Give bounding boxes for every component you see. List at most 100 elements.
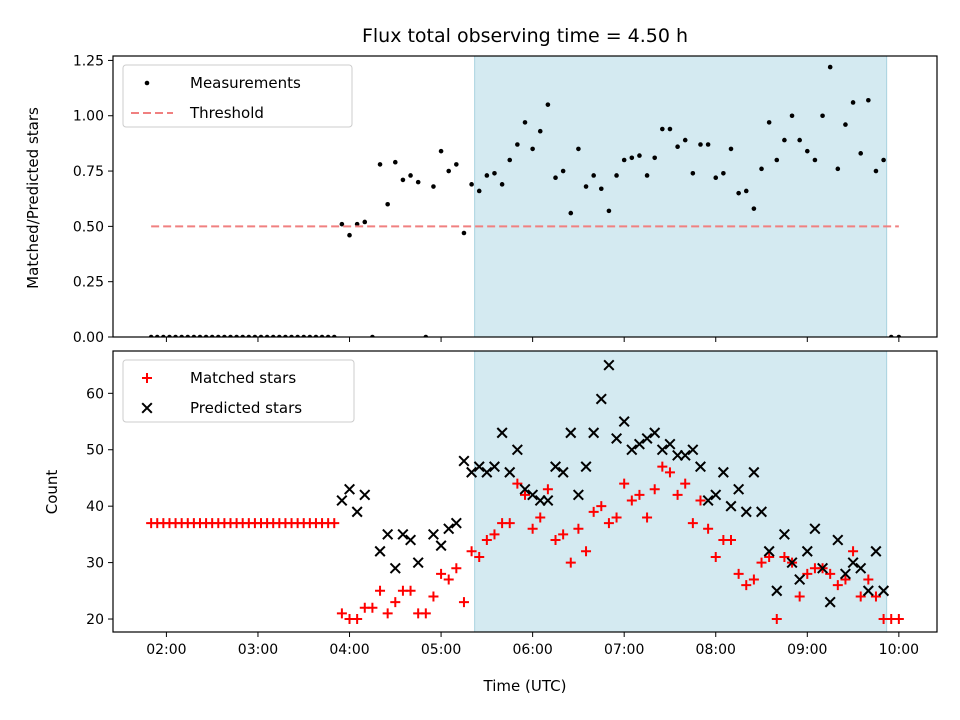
matched-stars-point [802, 568, 813, 579]
measurement-point [499, 182, 505, 187]
matched-stars-point [664, 467, 675, 478]
measurement-point [690, 170, 696, 176]
matched-stars-point [893, 614, 904, 625]
predicted-stars-point [374, 545, 386, 557]
measurement-point [774, 157, 780, 163]
matched-stars-point [405, 585, 416, 596]
predicted-stars-point [527, 489, 539, 501]
predicted-stars-point [557, 466, 569, 478]
matched-stars-point [626, 495, 637, 506]
x-tick-label: 03:00 [238, 642, 278, 658]
measurement-point [522, 120, 528, 125]
measurement-point [560, 168, 566, 174]
legend-label: Matched stars [190, 369, 296, 387]
y-tick-label: 0.25 [73, 275, 104, 291]
matched-stars-point [703, 523, 714, 534]
legend-label: Measurements [190, 74, 301, 92]
observing-time-span [474, 350, 888, 633]
matched-stars-point [611, 512, 622, 523]
matched-stars-point [542, 484, 553, 495]
measurement-point [675, 144, 680, 150]
measurement-point [553, 175, 558, 180]
predicted-stars-point [733, 483, 745, 495]
predicted-stars-point [756, 506, 768, 518]
matched-stars-point [367, 602, 378, 613]
predicted-stars-point [488, 461, 500, 473]
measurement-point [766, 120, 772, 125]
measurement-point [576, 146, 581, 152]
predicted-stars-point [580, 461, 592, 473]
matched-stars-point [527, 523, 538, 534]
matched-stars-point [390, 597, 401, 608]
predicted-stars-point [496, 427, 508, 439]
axes-frame [112, 55, 938, 338]
predicted-stars-point [466, 466, 478, 478]
y-tick-label: 1.00 [73, 109, 104, 125]
measurement-point [408, 173, 413, 178]
measurement-point [713, 175, 719, 180]
predicted-stars-point [595, 393, 607, 405]
measurement-point [858, 151, 864, 156]
matched-stars-point [649, 484, 660, 495]
measurement-point [507, 157, 513, 163]
matched-stars-point [581, 546, 592, 557]
predicted-stars-point [679, 449, 691, 461]
measurement-point [606, 208, 612, 214]
matched-stars-point [565, 557, 576, 568]
x-tick-label: 05:00 [421, 642, 461, 658]
y-tick-label: 60 [86, 386, 104, 402]
legend-marker [142, 373, 152, 383]
predicted-stars-point [824, 596, 836, 608]
measurement-point [881, 157, 886, 163]
bottom-y-axis-label: Count [43, 470, 61, 515]
matched-stars-point [352, 614, 363, 625]
x-tick-label: 07:00 [604, 642, 644, 658]
predicted-stars-point [603, 359, 615, 371]
matched-stars-point [550, 535, 561, 546]
matched-stars-point [558, 529, 569, 540]
measurement-point [743, 188, 749, 194]
matched-stars-point [481, 535, 492, 546]
matched-stars-point [588, 506, 599, 517]
measurement-point [644, 173, 650, 178]
predicted-stars-point [687, 444, 699, 456]
matched-stars-point [771, 614, 782, 625]
legend-marker [141, 402, 153, 414]
matched-stars-point [504, 518, 515, 529]
measurement-point [652, 155, 658, 161]
predicted-stars-point [611, 432, 623, 444]
predicted-stars-point [588, 427, 600, 439]
measurement-point [751, 206, 757, 211]
predicted-stars-point [847, 557, 859, 569]
matched-stars-point [535, 512, 546, 523]
measurement-point [400, 177, 406, 183]
matched-stars-point [855, 591, 866, 602]
predicted-stars-point [450, 517, 462, 529]
measurement-point [873, 168, 879, 174]
x-tick-label: 04:00 [329, 642, 369, 658]
predicted-stars-point [565, 427, 577, 439]
predicted-stars-point [633, 438, 645, 450]
y-tick-label: 0.75 [73, 164, 104, 180]
measurement-point [629, 155, 635, 161]
matched-stars-point [726, 535, 736, 546]
matched-stars-point [779, 551, 790, 562]
predicted-stars-point [519, 483, 531, 495]
legend-label: Predicted stars [190, 399, 302, 417]
measurement-point [530, 146, 535, 152]
y-tick-label: 0.50 [73, 219, 104, 235]
y-tick-label: 30 [86, 556, 104, 572]
measurement-point [789, 113, 795, 119]
matched-stars-point [436, 568, 447, 579]
matched-stars-point [451, 563, 462, 574]
measurement-point [843, 122, 848, 127]
measurement-point [438, 148, 444, 154]
x-tick-label: 09:00 [787, 642, 827, 658]
measurement-point [721, 170, 726, 176]
predicted-stars-point [694, 461, 706, 473]
matched-stars-point [375, 585, 386, 596]
predicted-stars-point [382, 528, 394, 540]
measurement-point [476, 188, 482, 194]
x-axis-label: Time (UTC) [483, 677, 567, 695]
predicted-stars-point [336, 495, 348, 507]
